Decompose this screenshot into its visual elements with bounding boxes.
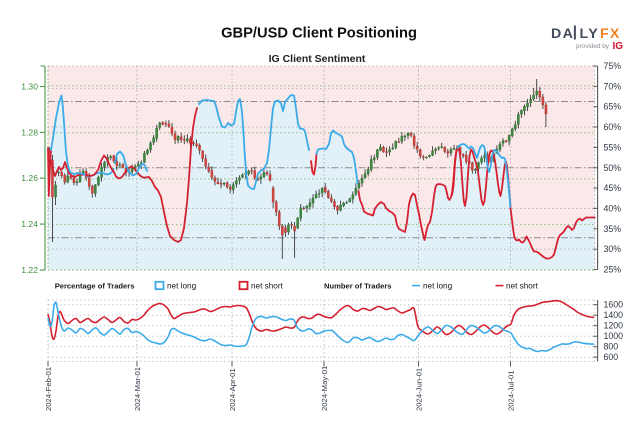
svg-text:provided by: provided by	[576, 43, 610, 50]
svg-text:2024-May-01: 2024-May-01	[320, 366, 329, 411]
svg-text:1.28: 1.28	[21, 127, 38, 137]
svg-text:25%: 25%	[604, 265, 622, 275]
svg-text:IG: IG	[613, 41, 624, 52]
svg-text:1.24: 1.24	[21, 219, 38, 229]
svg-text:DA: DA	[551, 26, 574, 42]
svg-text:2024-Feb-01: 2024-Feb-01	[44, 367, 53, 411]
svg-text:75%: 75%	[604, 61, 622, 71]
svg-text:net short: net short	[506, 282, 539, 291]
svg-text:30%: 30%	[604, 244, 622, 254]
svg-text:GBP/USD Client Positioning: GBP/USD Client Positioning	[221, 26, 417, 42]
svg-text:net long: net long	[167, 282, 197, 291]
svg-text:2024-Mar-01: 2024-Mar-01	[133, 367, 142, 411]
svg-text:1400: 1400	[604, 310, 624, 320]
svg-text:1.30: 1.30	[21, 82, 38, 92]
svg-text:1.26: 1.26	[21, 173, 38, 183]
svg-text:50%: 50%	[604, 163, 622, 173]
svg-text:40%: 40%	[604, 203, 622, 213]
svg-text:1000: 1000	[604, 331, 624, 341]
svg-text:Percentage of Traders: Percentage of Traders	[55, 282, 135, 291]
svg-text:FX: FX	[600, 26, 621, 42]
svg-text:2024-Jul-01: 2024-Jul-01	[506, 370, 515, 411]
svg-text:1.22: 1.22	[21, 265, 38, 275]
svg-text:65%: 65%	[604, 102, 622, 112]
svg-text:IG Client Sentiment: IG Client Sentiment	[269, 53, 366, 65]
svg-text:Number of Traders: Number of Traders	[324, 282, 392, 291]
svg-text:1200: 1200	[604, 321, 624, 331]
svg-text:800: 800	[604, 342, 619, 352]
svg-text:55%: 55%	[604, 142, 622, 152]
svg-text:1600: 1600	[604, 300, 624, 310]
svg-text:LY: LY	[580, 26, 600, 42]
svg-text:45%: 45%	[604, 183, 622, 193]
svg-text:35%: 35%	[604, 224, 622, 234]
svg-text:70%: 70%	[604, 81, 622, 91]
svg-text:2024-Jun-01: 2024-Jun-01	[414, 368, 423, 411]
svg-text:60%: 60%	[604, 122, 622, 132]
svg-text:2024-Apr-01: 2024-Apr-01	[228, 368, 237, 411]
svg-text:600: 600	[604, 352, 619, 362]
svg-text:net long: net long	[423, 282, 453, 291]
svg-text:net short: net short	[251, 282, 284, 291]
